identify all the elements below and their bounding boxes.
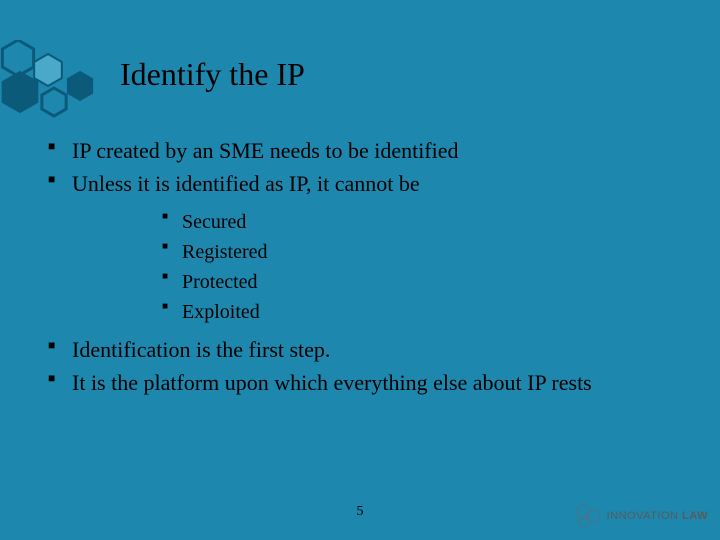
sub-bullet-item: Exploited	[162, 298, 680, 326]
bullet-item: Identification is the first step.	[48, 336, 680, 365]
bullet-text: Unless it is identified as IP, it cannot…	[72, 171, 420, 196]
logo-hex-icon	[575, 504, 601, 528]
slide-title: Identify the IP	[120, 56, 680, 93]
sub-bullet-list: Secured Registered Protected Exploited	[162, 208, 680, 326]
bullet-item: It is the platform upon which everything…	[48, 369, 680, 398]
sub-bullet-item: Registered	[162, 238, 680, 266]
sub-bullet-item: Protected	[162, 268, 680, 296]
sub-bullet-item: Secured	[162, 208, 680, 236]
bullet-list: IP created by an SME needs to be identif…	[48, 137, 680, 397]
logo-text: INNOVATION LAW	[607, 510, 708, 522]
slide-container: Identify the IP IP created by an SME nee…	[0, 0, 720, 540]
logo: INNOVATION LAW	[575, 504, 708, 528]
logo-word-1: INNOVATION	[607, 510, 679, 522]
bullet-item: Unless it is identified as IP, it cannot…	[48, 170, 680, 327]
bullet-item: IP created by an SME needs to be identif…	[48, 137, 680, 166]
page-number: 5	[357, 504, 364, 520]
logo-word-2: LAW	[682, 510, 708, 522]
hexagon-decoration	[0, 40, 110, 150]
